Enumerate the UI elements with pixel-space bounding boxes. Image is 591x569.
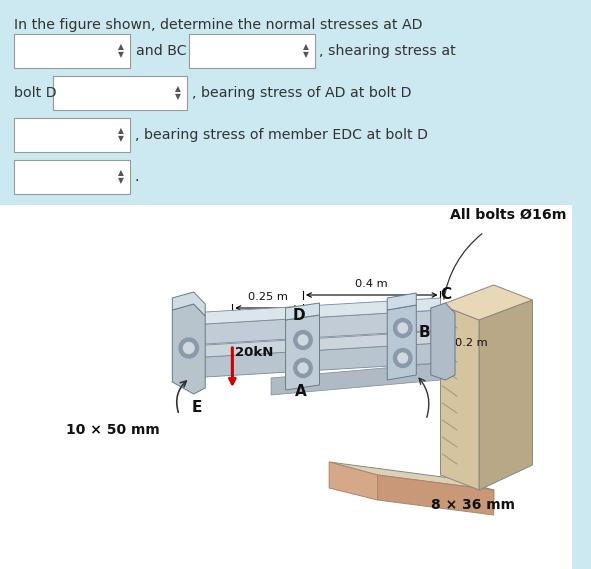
Circle shape (179, 338, 199, 358)
Polygon shape (440, 305, 479, 490)
Text: and BC: and BC (135, 44, 186, 58)
Polygon shape (387, 293, 416, 310)
Text: 8 × 36 mm: 8 × 36 mm (431, 498, 515, 512)
Text: A: A (296, 384, 307, 399)
Text: C: C (440, 287, 452, 302)
Polygon shape (479, 300, 532, 490)
Polygon shape (173, 292, 205, 316)
Polygon shape (440, 285, 532, 320)
Text: B: B (418, 324, 430, 340)
Polygon shape (387, 305, 416, 380)
Polygon shape (189, 331, 440, 358)
Polygon shape (378, 475, 493, 515)
Text: 0.2 m: 0.2 m (455, 338, 488, 348)
Polygon shape (431, 303, 455, 380)
Polygon shape (378, 475, 493, 510)
Text: In the figure shown, determine the normal stresses at AD: In the figure shown, determine the norma… (14, 18, 422, 32)
Circle shape (183, 343, 194, 353)
Text: 0.25 m: 0.25 m (248, 292, 288, 302)
Circle shape (294, 358, 312, 377)
FancyBboxPatch shape (189, 34, 314, 68)
Polygon shape (189, 298, 440, 325)
Text: 20kN: 20kN (235, 346, 274, 359)
Text: ▲: ▲ (118, 126, 124, 135)
Text: 0.4 m: 0.4 m (355, 279, 388, 289)
Text: ▼: ▼ (175, 93, 181, 101)
Circle shape (298, 335, 308, 345)
Polygon shape (271, 363, 440, 395)
FancyBboxPatch shape (14, 118, 130, 152)
Text: ▲: ▲ (118, 43, 124, 52)
Polygon shape (173, 304, 205, 394)
Text: bolt D: bolt D (14, 86, 56, 100)
Text: ▲: ▲ (118, 168, 124, 178)
Circle shape (398, 323, 408, 333)
Text: D: D (293, 308, 306, 323)
Circle shape (394, 348, 412, 368)
Polygon shape (329, 462, 378, 500)
Text: ▼: ▼ (118, 176, 124, 185)
Text: All bolts Ø16m: All bolts Ø16m (450, 208, 567, 222)
Polygon shape (285, 303, 320, 320)
Text: , bearing stress of member EDC at bolt D: , bearing stress of member EDC at bolt D (135, 128, 427, 142)
Circle shape (294, 331, 312, 349)
Text: ▼: ▼ (303, 51, 309, 60)
Polygon shape (189, 310, 440, 345)
Text: ▲: ▲ (175, 85, 181, 93)
FancyBboxPatch shape (53, 76, 187, 110)
Circle shape (398, 353, 408, 363)
Text: ▲: ▲ (303, 43, 309, 52)
Text: , bearing stress of AD at bolt D: , bearing stress of AD at bolt D (191, 86, 411, 100)
Circle shape (394, 319, 412, 337)
FancyBboxPatch shape (0, 205, 572, 569)
Polygon shape (329, 462, 493, 490)
Text: .: . (135, 170, 139, 184)
Text: , shearing stress at: , shearing stress at (320, 44, 456, 58)
Polygon shape (189, 343, 440, 378)
Text: ▼: ▼ (118, 134, 124, 143)
FancyBboxPatch shape (14, 160, 130, 194)
Text: 10 × 50 mm: 10 × 50 mm (66, 423, 160, 437)
Text: E: E (191, 400, 202, 415)
FancyBboxPatch shape (14, 34, 130, 68)
Text: ▼: ▼ (118, 51, 124, 60)
Polygon shape (285, 315, 320, 390)
Circle shape (298, 363, 308, 373)
